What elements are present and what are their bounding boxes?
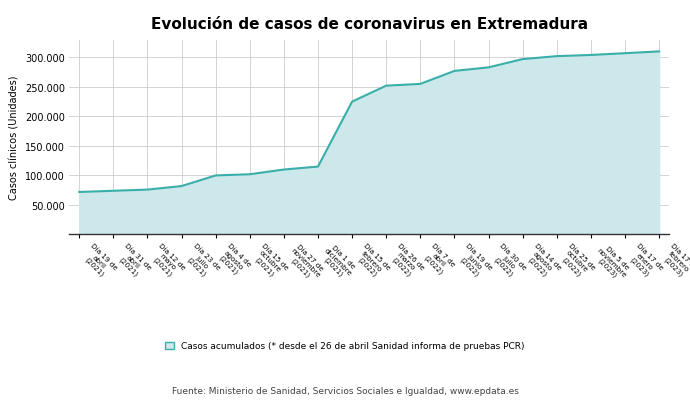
Title: Evolución de casos de coronavirus en Extremadura: Evolución de casos de coronavirus en Ext… [150,17,588,32]
Legend: Casos acumulados (* desde el 26 de abril Sanidad informa de pruebas PCR): Casos acumulados (* desde el 26 de abril… [161,338,529,354]
Y-axis label: Casos clínicos (Unidades): Casos clínicos (Unidades) [9,76,19,200]
Text: Fuente: Ministerio de Sanidad, Servicios Sociales e Igualdad, www.epdata.es: Fuente: Ministerio de Sanidad, Servicios… [172,386,518,395]
